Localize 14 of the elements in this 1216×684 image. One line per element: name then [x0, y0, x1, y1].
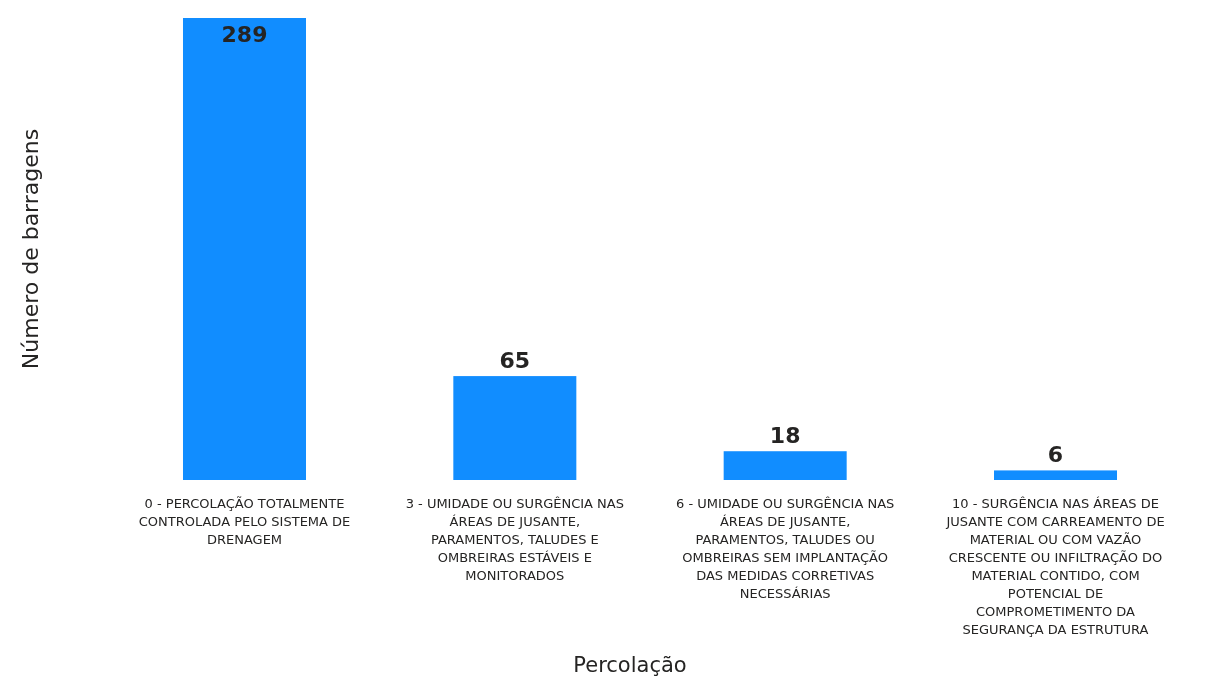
x-axis-title: Percolação	[573, 653, 687, 677]
x-tick-label: 6 - UMIDADE OU SURGÊNCIA NAS ÁREAS DE JUSANTE, PARAMENTOS, TALUDES OU OMBREIRAS SEM IMPLANTAÇÃO DAS MEDIDAS CORRETIVAS NECESSÁRIAS	[676, 496, 895, 601]
bar	[994, 470, 1118, 480]
data-label: 289	[221, 22, 268, 47]
x-tick-label: 3 - UMIDADE OU SURGÊNCIA NAS ÁREAS DE JUSANTE, PARAMENTOS, TALUDES E OMBREIRAS ESTÁVEIS E MONITORADOS	[405, 496, 624, 583]
bar	[723, 451, 847, 480]
bar	[182, 18, 306, 480]
x-tick-label: 0 - PERCOLAÇÃO TOTALMENTE CONTROLADA PELO SISTEMA DE DRENAGEM	[138, 496, 351, 547]
bar	[453, 376, 577, 480]
data-label: 18	[769, 423, 801, 449]
data-label: 6	[1047, 442, 1064, 468]
data-label: 65	[499, 348, 531, 374]
y-axis-title: Número de barragens	[18, 128, 43, 370]
x-tick-label: 10 - SURGÊNCIA NAS ÁREAS DE JUSANTE COM CARREAMENTO DE MATERIAL OU COM VAZÃO CRESCENTE OU INFILTRAÇÃO DO MATERIAL CONTIDO, COM POTENCIAL DE COMPROMETIMENTO DA SEGURANÇA DA ESTRUTURA	[945, 496, 1165, 637]
